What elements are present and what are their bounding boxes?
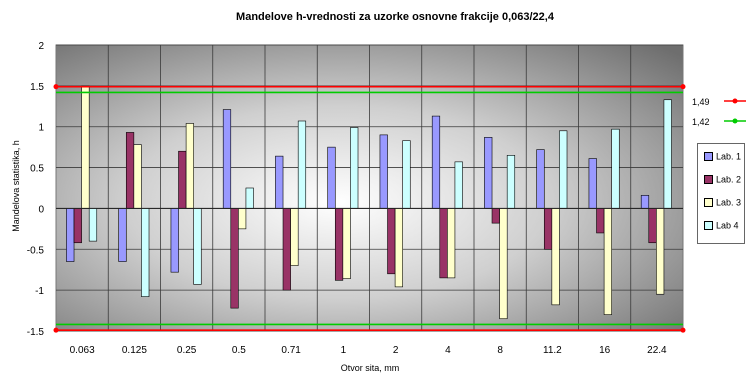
bars [66,85,672,320]
bar-lab-2-0.25 [178,150,187,209]
x-tick-label: 0.5 [232,345,246,356]
y-tick-label: 0 [38,204,44,215]
bar-lab-1-1 [327,146,336,209]
bar-lab-2-0.71 [282,208,291,291]
bar-lab-3-11.2 [551,208,560,306]
bar-lab-4-0.25 [193,208,202,285]
chart-title: Mandelove h-vrednosti za uzorke osnovne … [236,11,555,23]
bar-lab-1-0.71 [275,155,284,209]
bar-lab-3-16 [603,208,612,315]
bar-lab-1-2 [379,134,388,209]
reference-line-marker [53,84,59,90]
bar-lab-2-2 [387,208,396,275]
bar-lab-2-0.125 [125,132,135,209]
legend-label-lab-1: Lab. 1 [716,151,742,162]
bar-lab-3-8 [499,208,508,320]
y-tick-label: 1.5 [30,82,44,93]
x-tick-label: 2 [393,345,399,356]
bar-lab-1-0.25 [170,208,179,273]
ref-marker-red-dot [732,98,738,104]
bar-lab-2-8 [491,208,500,224]
reference-line-marker [680,327,686,333]
bar-lab-4-11.2 [559,130,568,209]
legend: Lab. 1 Lab. 2 Lab. 3 Lab 4 [697,143,745,244]
bar-lab-2-0.5 [230,208,239,309]
ref-label-red: 1,49 [692,97,746,107]
x-tick-label: 11.2 [543,345,562,356]
bar-lab-3-0.125 [133,144,142,209]
bar-lab-4-0.71 [297,120,307,209]
legend-label-lab-3: Lab. 3 [716,197,742,208]
y-tick-label: 1 [38,123,44,134]
bar-lab-2-22.4 [648,208,657,244]
legend-item-lab-1: Lab. 1 [704,151,741,162]
x-axis-label: Otvor sita, mm [341,363,400,373]
y-tick-label: 0.5 [30,164,44,175]
bar-lab-1-16 [588,158,597,209]
ref-label-green-text: 1,42 [692,117,710,127]
bar-lab-3-22.4 [656,208,665,295]
y-tick-label: -0.5 [27,245,45,256]
reference-lines [53,84,686,333]
ref-marker-green-dot [732,118,738,124]
bar-lab-4-2 [402,140,411,209]
bar-lab-3-0.25 [185,123,194,209]
legend-swatch-lab-2 [704,175,713,185]
bar-lab-3-0.71 [290,208,299,266]
reference-line-marker [680,84,686,90]
legend-label-lab-4: Lab 4 [716,220,739,231]
legend-label-lab-2: Lab. 2 [716,174,742,185]
bar-lab-1-0.063 [66,208,75,262]
legend-swatch-lab-4 [704,221,713,231]
bar-lab-2-16 [596,208,605,234]
bar-lab-4-1 [350,127,359,209]
y-tick-label: -1 [35,286,44,297]
bar-lab-2-11.2 [543,208,553,250]
bar-lab-4-0.5 [245,187,254,209]
x-tick-label: 16 [599,345,611,356]
bar-lab-3-1 [342,208,351,280]
x-tick-label: 22.4 [647,345,667,356]
legend-swatch-lab-3 [704,198,713,208]
x-tick-label: 0.125 [122,345,147,356]
bar-lab-3-4 [447,208,456,279]
bar-lab-4-16 [611,128,620,209]
bar-lab-4-4 [454,161,463,209]
bar-lab-1-22.4 [640,195,650,209]
x-tick-label: 4 [445,345,451,356]
x-tick-label: 8 [497,345,503,356]
bar-lab-1-8 [484,137,493,209]
bar-lab-1-11.2 [536,149,545,209]
y-axis-label: Mandelova statistika, h [11,140,21,232]
x-tick-label: 0.25 [177,345,197,356]
bar-lab-4-22.4 [663,99,672,209]
x-tick-label: 1 [341,345,347,356]
bar-lab-2-1 [334,208,344,281]
bar-lab-3-0.063 [81,85,90,209]
bar-lab-2-0.063 [73,208,82,244]
bar-lab-1-4 [431,115,441,209]
bar-lab-2-4 [439,208,448,279]
bar-lab-1-0.5 [222,109,232,209]
legend-item-lab-3: Lab. 3 [704,197,741,208]
reference-line-marker [53,327,59,333]
bar-lab-3-2 [394,208,403,288]
x-tick-label: 0.71 [281,345,301,356]
ref-label-green: 1,42 [692,117,746,127]
bar-lab-1-0.125 [118,208,127,262]
bar-lab-4-0.063 [88,208,98,242]
bar-lab-4-0.125 [141,208,150,297]
bar-lab-3-0.5 [238,208,247,230]
x-tick-label: 0.063 [70,345,95,356]
y-tick-label: -1.5 [27,327,45,338]
ref-label-red-text: 1,49 [692,97,710,107]
bar-lab-4-8 [506,155,516,209]
legend-item-lab-2: Lab. 2 [704,174,741,185]
axes: -1.5 -1 -0.5 0 0.5 1 1.5 2 0.063 0.125 0.25 0.5 0.71… [27,41,683,356]
y-tick-label: 2 [38,41,44,52]
legend-swatch-lab-1 [704,152,713,162]
legend-item-lab-4: Lab 4 [704,220,739,231]
